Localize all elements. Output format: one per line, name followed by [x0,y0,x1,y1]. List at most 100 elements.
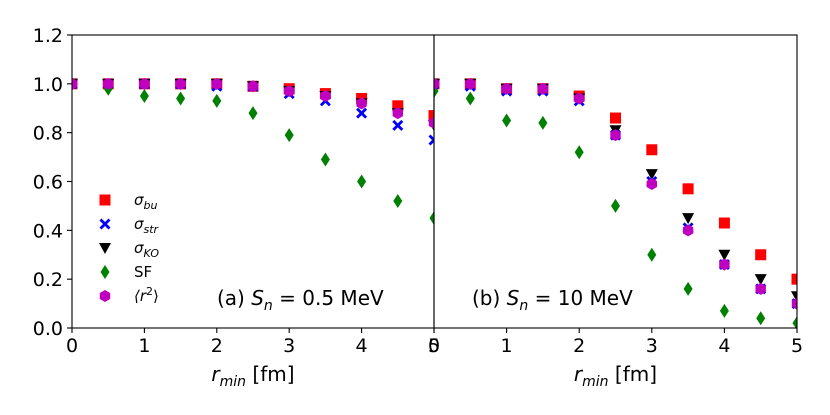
point-a-r2-2 [139,77,150,90]
point-b-r2-9 [755,282,766,295]
point-b-r2-4 [574,92,585,105]
x-tick-label-b-1: 1 [501,335,513,357]
x-tick-label-a-3: 3 [283,335,295,357]
legend-label-sigma-ko: σKO [134,239,159,260]
y-tick-label-2: 0.4 [33,220,63,242]
point-a-sf-10 [429,211,434,226]
x-tick-label-a-1: 1 [138,335,150,357]
point-a-sigma-bu-9 [392,100,404,112]
legend-label-sigma-str: σstr [134,215,160,236]
panel-b-frame [433,34,798,329]
point-b-sigma-bu-8 [718,217,730,229]
point-a-r2-9 [392,107,403,120]
point-b-r2-5 [610,129,621,142]
x-tick-label-b-5: 5 [791,335,803,357]
legend-entry-sigma-ko: σKO [99,239,159,260]
point-b-sigma-ko-6 [645,169,658,181]
point-a-sigma-str-9 [392,119,404,131]
point-b-sigma-bu-10 [791,273,797,285]
panel-b-markers [434,77,797,328]
panel-a: 0 1 2 3 4 5 0.0 0.2 0.4 0.6 0.8 1.0 1.2 rmin [fm] (a) … [33,25,440,390]
legend-marker-sigma-bu [99,194,111,206]
x-axis-title-b: rmin [fm] [574,362,657,390]
x-tick-label-b-2: 2 [573,335,585,357]
point-a-sf-4 [212,93,222,108]
y-tick-label-6: 1.2 [33,25,63,47]
panel-a-markers [72,76,434,226]
point-a-r2-3 [175,77,186,90]
point-b-sigma-ko-9 [754,274,767,286]
point-b-r2-7 [682,224,694,237]
legend: σbu σstr σKO SF ⟨r2⟩ [99,191,160,305]
y-tick-label-1: 0.2 [33,269,63,291]
point-b-sigma-ko-8 [718,249,731,261]
x-tick-label-a-2: 2 [211,335,223,357]
point-a-r2-7 [320,90,331,103]
point-b-sigma-bu-6 [646,144,658,156]
legend-label-sf: SF [134,263,152,281]
point-a-r2-0 [72,77,78,90]
point-b-r2-6 [646,177,657,190]
x-tick-label-b-0: 0 [428,335,440,357]
point-b-sigma-ko-7 [682,213,695,225]
x-axis-title-a: rmin [fm] [211,362,294,390]
point-a-r2-6 [284,85,295,98]
legend-entry-r2: ⟨r2⟩ [99,285,159,305]
point-b-sf-2 [502,113,512,128]
point-b-r2-8 [719,258,730,271]
point-b-r2-2 [501,82,512,95]
point-a-sf-3 [176,91,186,106]
y-tick-label-3: 0.6 [33,172,63,194]
panel-a-frame [71,34,435,329]
point-b-sf-4 [574,145,584,160]
point-b-sf-10 [792,316,797,328]
point-a-sigma-str-10 [428,134,434,146]
point-a-sigma-bu-10 [428,110,434,122]
point-a-sf-2 [139,89,149,104]
point-b-sigma-bu-9 [755,249,767,261]
point-a-sf-9 [393,194,403,209]
point-b-r2-3 [537,82,549,95]
point-b-r2-0 [434,77,440,90]
point-a-sf-7 [320,152,330,167]
legend-entry-sigma-str: σstr [99,215,160,236]
panel-a-annotation: (a) Sn = 0.5 MeV [217,286,384,314]
point-a-r2-8 [356,97,367,110]
y-tick-label-5: 1.0 [33,74,63,96]
panel-b: 0 1 2 3 4 5 rmin [fm] (b) Sn = 10 MeV [428,34,803,390]
point-b-sigma-bu-5 [610,112,621,124]
point-a-sf-6 [284,128,294,143]
x-tick-label-a-0: 0 [66,335,78,357]
point-b-sf-8 [719,303,729,318]
point-a-r2-4 [211,77,222,90]
point-a-r2-1 [103,77,114,90]
x-tick-label-a-5: 5 [428,335,440,357]
point-b-sf-9 [756,311,766,326]
point-a-r2-10 [428,116,434,129]
legend-marker-sigma-ko [99,243,111,254]
legend-marker-r2 [99,290,111,302]
point-b-r2-10 [791,297,797,310]
y-tick-label-0: 0.0 [33,318,63,340]
panel-b-annotation: (b) Sn = 10 MeV [472,286,633,314]
point-a-sf-8 [357,174,367,189]
x-tick-label-b-3: 3 [646,335,658,357]
point-b-sigma-bu-7 [682,183,694,195]
x-tick-label-a-4: 4 [356,335,368,357]
legend-label-sigma-bu: σbu [134,191,157,212]
x-tick-label-b-4: 4 [718,335,730,357]
point-b-sf-6 [647,247,657,262]
y-tick-label-4: 0.8 [33,123,63,145]
point-b-sf-5 [611,198,620,213]
legend-label-r2: ⟨r2⟩ [134,285,159,305]
legend-entry-sigma-bu: σbu [99,191,157,212]
point-b-sf-1 [465,91,475,106]
point-a-r2-5 [247,80,259,93]
legend-marker-sf [100,265,110,279]
point-b-sf-7 [683,281,693,296]
point-b-sf-3 [538,115,548,130]
point-a-sf-5 [248,106,258,121]
legend-entry-sf: SF [100,263,152,281]
point-a-sigma-str-8 [356,107,368,119]
